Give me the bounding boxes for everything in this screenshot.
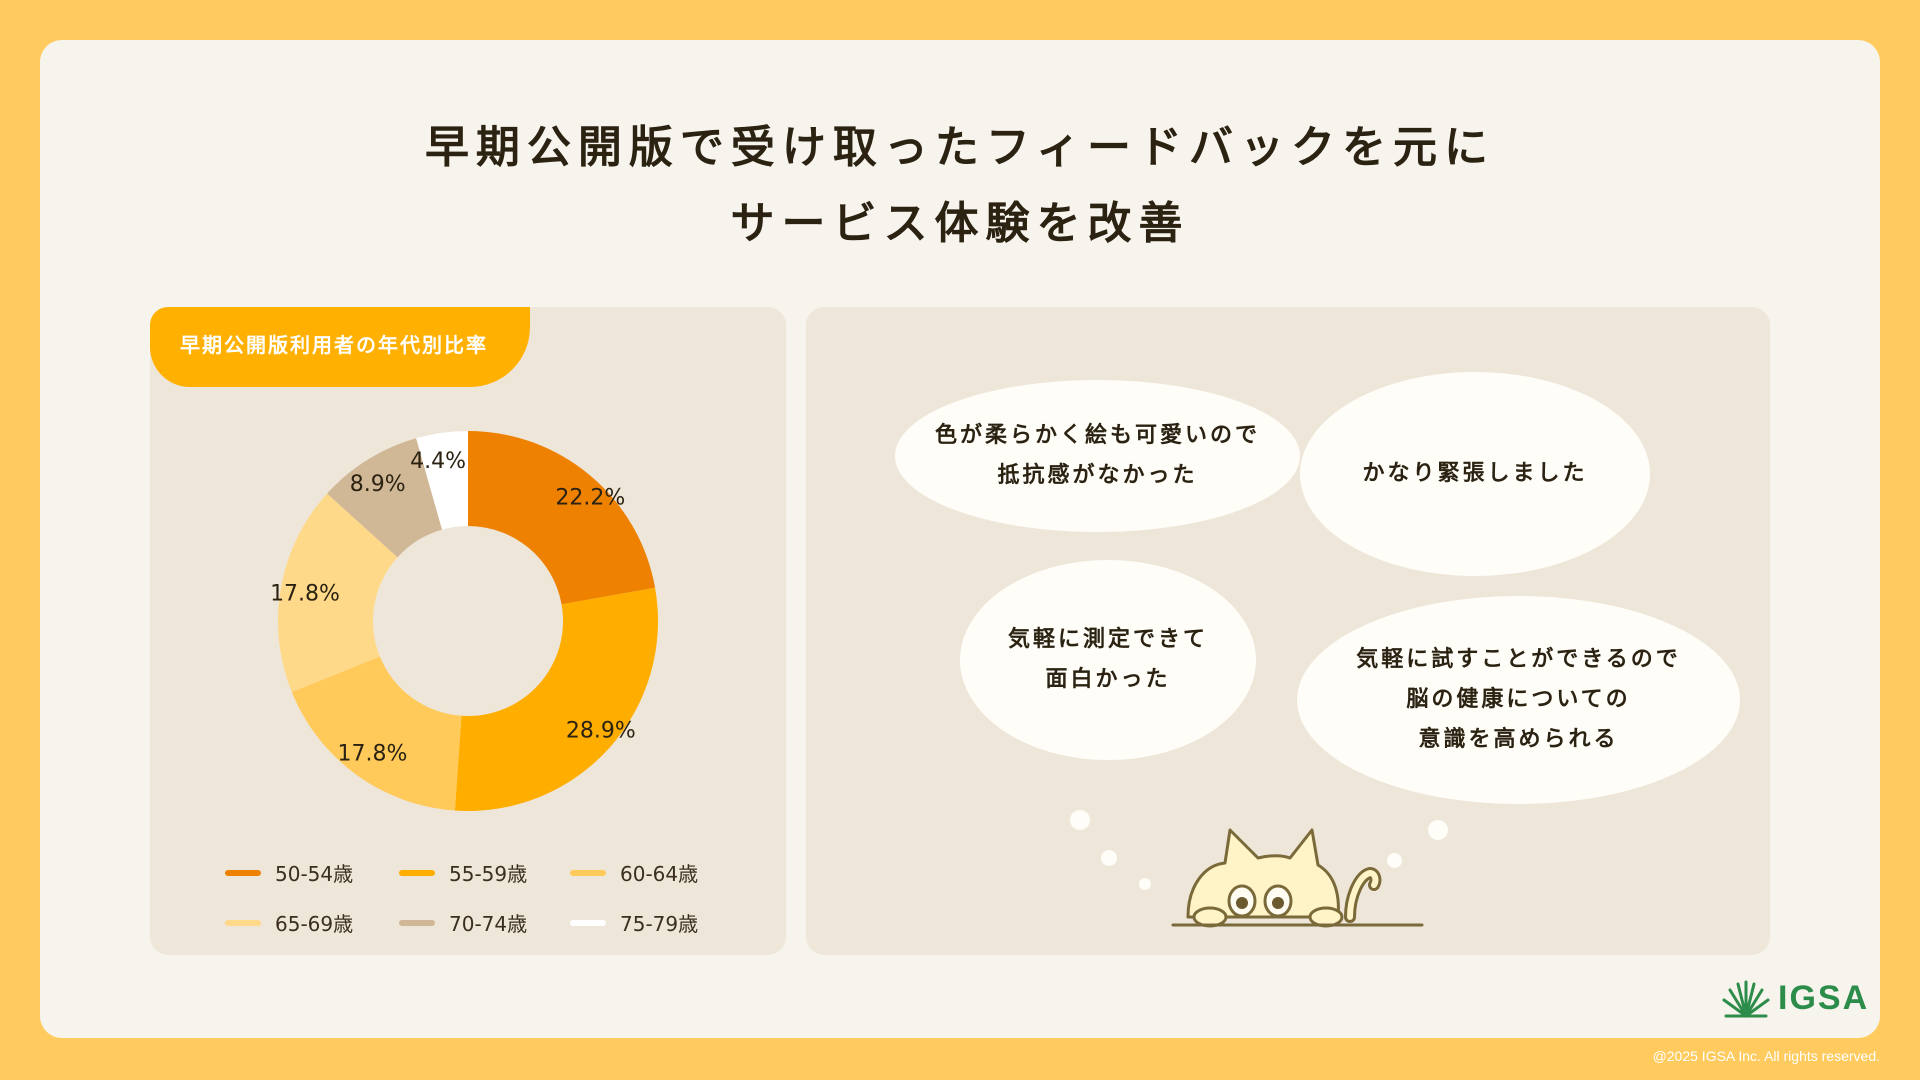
feedback-4-line-1: 気軽に試すことができるので bbox=[1356, 647, 1681, 672]
donut-value-label: 28.9% bbox=[566, 719, 636, 744]
feedback-3-line-1: 気軽に測定できて bbox=[1007, 627, 1208, 652]
donut-slice-50-54歳 bbox=[468, 431, 656, 605]
thought-dot bbox=[1139, 878, 1151, 890]
title-line-2: サービス体験を改善 bbox=[730, 198, 1190, 249]
donut-value-label: 4.4% bbox=[410, 449, 466, 474]
donut-slice-70-74歳 bbox=[327, 438, 443, 558]
legend-swatch bbox=[399, 869, 435, 876]
legend-label: 70-74歳 bbox=[449, 912, 528, 936]
chart-panel bbox=[150, 307, 786, 955]
legend-item: 60-64歳 bbox=[570, 858, 698, 887]
thought-dot bbox=[1387, 853, 1402, 868]
feedback-bubble-2: かなり緊張しました bbox=[1300, 372, 1650, 576]
feedback-1-line-2: 抵抗感がなかった bbox=[997, 463, 1198, 488]
grass-logo-icon bbox=[1722, 980, 1770, 1018]
chart-label: 早期公開版利用者の年代別比率 bbox=[180, 333, 488, 357]
donut-value-label: 22.2% bbox=[555, 485, 625, 510]
feedback-2-line-1: かなり緊張しました bbox=[1362, 461, 1588, 486]
logo-text: IGSA bbox=[1778, 978, 1870, 1017]
title-line-1: 早期公開版で受け取ったフィードバックを元に bbox=[424, 122, 1496, 173]
legend-item: 65-69歳 bbox=[225, 908, 353, 937]
thought-dot bbox=[1101, 850, 1117, 866]
donut-slice-60-64歳 bbox=[291, 656, 462, 811]
feedback-bubble-1: 色が柔らかく絵も可愛いので 抵抗感がなかった bbox=[895, 380, 1300, 532]
thought-dot bbox=[1070, 810, 1090, 830]
legend-swatch bbox=[225, 919, 261, 926]
chart-label-pill: 早期公開版利用者の年代別比率 bbox=[150, 307, 530, 387]
copyright-text: @2025 IGSA Inc. All rights reserved. bbox=[1652, 1048, 1880, 1064]
thought-dot bbox=[1428, 820, 1448, 840]
legend-label: 75-79歳 bbox=[620, 912, 699, 936]
donut-slice-65-69歳 bbox=[278, 493, 398, 693]
feedback-4-line-3: 意識を高められる bbox=[1418, 727, 1619, 752]
donut-slice-55-59歳 bbox=[454, 587, 658, 812]
legend-item: 75-79歳 bbox=[570, 908, 698, 937]
donut-value-label: 8.9% bbox=[350, 472, 406, 497]
slide-title: 早期公開版で受け取ったフィードバックを元に サービス体験を改善 bbox=[0, 110, 1920, 262]
legend-item: 55-59歳 bbox=[399, 858, 527, 887]
donut-value-label: 17.8% bbox=[338, 741, 408, 766]
feedback-bubble-3: 気軽に測定できて 面白かった bbox=[960, 560, 1256, 760]
legend-item: 50-54歳 bbox=[225, 858, 353, 887]
feedback-1-line-1: 色が柔らかく絵も可愛いので bbox=[934, 423, 1260, 448]
legend-swatch bbox=[570, 869, 606, 876]
feedback-bubble-4: 気軽に試すことができるので 脳の健康についての 意識を高められる bbox=[1297, 596, 1740, 804]
legend-item: 70-74歳 bbox=[399, 908, 527, 937]
legend-swatch bbox=[225, 869, 261, 876]
legend-swatch bbox=[399, 919, 435, 926]
legend-label: 65-69歳 bbox=[275, 912, 354, 936]
donut-value-label: 17.8% bbox=[270, 582, 340, 607]
legend-swatch bbox=[570, 919, 606, 926]
legend-label: 55-59歳 bbox=[449, 862, 528, 886]
legend-label: 50-54歳 bbox=[275, 862, 354, 886]
igsa-logo: IGSA bbox=[1722, 976, 1869, 1020]
feedback-4-line-2: 脳の健康についての bbox=[1406, 687, 1631, 712]
donut-slice-75-79歳 bbox=[416, 431, 468, 530]
feedback-3-line-2: 面白かった bbox=[1045, 667, 1171, 692]
legend-label: 60-64歳 bbox=[620, 862, 699, 886]
cat-illustration bbox=[1171, 828, 1424, 928]
